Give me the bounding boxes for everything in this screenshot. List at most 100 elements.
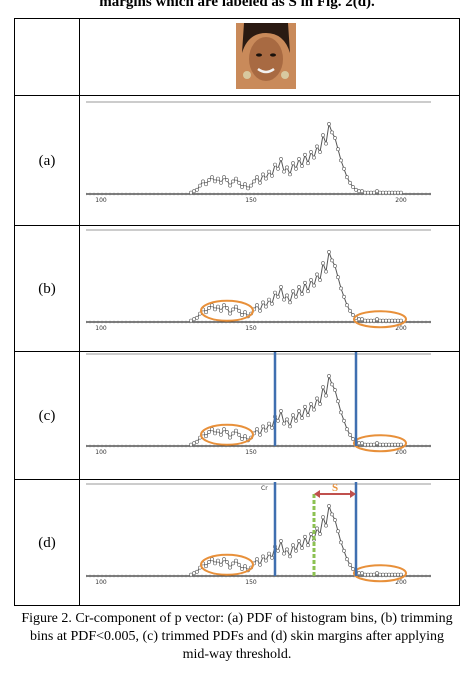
data-point [300, 164, 304, 168]
data-point [330, 382, 334, 387]
data-point [399, 442, 403, 447]
data-point [207, 560, 211, 564]
column-divider [79, 96, 80, 226]
data-point [345, 175, 349, 180]
caption-line: Figure 2. Cr-component of p vector: (a) … [21, 611, 453, 626]
data-point [312, 283, 316, 288]
data-point [240, 567, 244, 571]
data-point [294, 548, 298, 553]
data-point [330, 130, 334, 135]
figure-table: (a) (b) (c) (d) [14, 18, 460, 606]
data-point [348, 308, 352, 313]
data-point [216, 176, 220, 181]
data-point [234, 176, 238, 181]
data-point [324, 393, 328, 398]
data-point [345, 303, 349, 308]
data-point [255, 175, 259, 180]
data-point [342, 418, 346, 423]
data-point [195, 315, 199, 320]
data-point [336, 399, 340, 404]
data-point [210, 557, 214, 562]
data-point [216, 428, 220, 433]
data-point [336, 529, 340, 534]
data-point [282, 297, 286, 302]
data-point [303, 534, 307, 539]
data-point [228, 183, 232, 188]
tick-label: 200 [395, 197, 407, 204]
data-point [282, 169, 286, 174]
data-point [243, 310, 247, 315]
caption-line: mid-way threshold. [182, 647, 292, 662]
data-point [276, 418, 280, 423]
pdf-plot-c: 100 150 200 [86, 352, 431, 456]
data-point [345, 427, 349, 432]
data-point [219, 562, 223, 567]
data-point [276, 548, 280, 553]
data-point [225, 178, 229, 182]
data-point [219, 180, 223, 185]
panel-row-b: (b) [15, 225, 459, 352]
data-point [210, 175, 214, 180]
data-point [300, 546, 304, 550]
tick-label: 100 [95, 449, 107, 456]
data-point [372, 572, 376, 577]
data-point [285, 165, 289, 170]
data-point [273, 290, 277, 295]
data-point [222, 427, 226, 432]
data-point [189, 318, 193, 323]
data-point [237, 308, 241, 313]
data-point [330, 258, 334, 263]
data-point [288, 172, 292, 177]
data-point [399, 318, 403, 323]
data-point [297, 539, 301, 543]
data-point [210, 427, 214, 432]
data-point [270, 425, 274, 430]
data-point [234, 558, 238, 563]
data-point [225, 306, 229, 310]
column-divider [79, 352, 80, 480]
data-point [255, 427, 259, 432]
data-point [324, 269, 328, 274]
data-point [249, 183, 253, 188]
data-point [333, 388, 337, 392]
data-point [207, 306, 211, 310]
data-point [225, 430, 229, 434]
data-point [192, 441, 196, 446]
data-point [351, 437, 355, 441]
trimmed-bins-oval-left [200, 553, 254, 576]
data-point [312, 155, 316, 160]
data-point [189, 572, 193, 577]
data-point [279, 409, 283, 413]
panel-row-a: (a) [15, 95, 459, 226]
data-point [336, 275, 340, 280]
data-point [270, 555, 274, 560]
data-point [330, 512, 334, 517]
data-point [240, 437, 244, 441]
data-point [240, 185, 244, 189]
data-point [291, 161, 295, 166]
data-point [309, 150, 313, 154]
caption-line: bins at PDF<0.005, (c) trimmed PDFs and … [30, 629, 444, 644]
pdf-plot-b: 100 150 200 [86, 229, 431, 332]
data-point [324, 141, 328, 146]
figure-caption: Figure 2. Cr-component of p vector: (a) … [0, 610, 474, 664]
data-point [258, 180, 262, 185]
data-point [375, 441, 379, 446]
data-point [192, 317, 196, 322]
data-point [348, 180, 352, 185]
data-point [264, 304, 268, 309]
data-point [372, 190, 376, 195]
data-point [243, 564, 247, 569]
data-point [306, 543, 310, 548]
data-point [339, 286, 343, 291]
data-point [228, 311, 232, 316]
data-point [327, 122, 331, 126]
data-point [375, 571, 379, 576]
panel-label: (c) [38, 407, 56, 424]
data-point [210, 303, 214, 308]
data-point [213, 431, 217, 436]
panel-row-d: (d) [15, 479, 459, 606]
data-point [354, 187, 358, 192]
data-point [306, 413, 310, 418]
data-point [297, 285, 301, 289]
